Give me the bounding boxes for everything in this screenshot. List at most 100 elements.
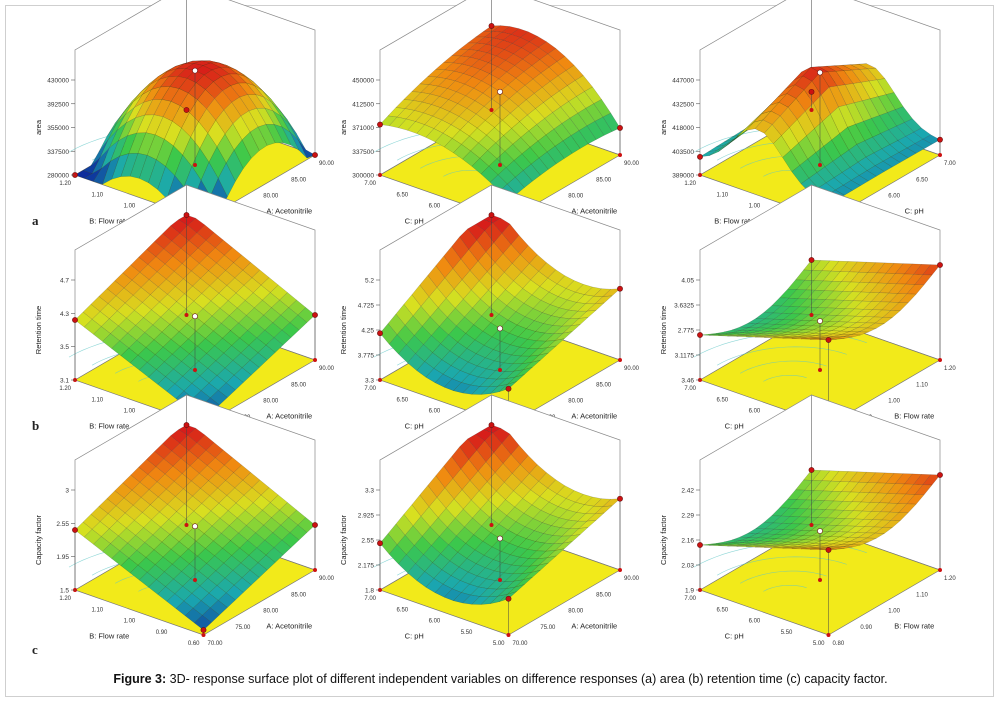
y-tick-label: 4.05 [681, 278, 694, 285]
design-point-floor [313, 153, 317, 157]
z-tick-label: 1.10 [916, 382, 928, 388]
y-tick-label: 418000 [672, 125, 694, 132]
y-tick-label: 355000 [47, 125, 69, 132]
z-tick-label: 85.00 [596, 592, 612, 598]
surface-mesh [699, 63, 941, 205]
y-tick-label: 2.42 [681, 488, 694, 495]
x-tick-label: 1.20 [684, 181, 696, 187]
caption-text: 3D- response surface plot of different i… [169, 672, 888, 686]
design-point-floor [184, 523, 189, 527]
y-tick-label: 3.3 [365, 488, 374, 495]
z-tick-label: 80.00 [568, 399, 584, 405]
design-point [377, 121, 383, 128]
design-point [488, 212, 495, 218]
y-tick-label: 2.175 [358, 563, 375, 570]
design-point [617, 125, 623, 131]
z-tick-label: 6.00 [888, 194, 900, 200]
design-point [183, 212, 190, 218]
z-axis-label: A: Acetonitrile [571, 207, 617, 216]
y-tick-label: 450000 [352, 78, 374, 85]
y-axis-label: area [34, 119, 43, 135]
design-point-floor [809, 108, 814, 112]
design-point [312, 522, 318, 528]
floor-contour [740, 360, 827, 374]
y-axis-label: area [659, 119, 668, 135]
design-point-floor [193, 163, 197, 167]
y-axis-label: Retention time [34, 306, 43, 354]
z-tick-label: 80.00 [263, 194, 279, 200]
chart-panel-c3: 1.9 2.03 2.16 2.29 2.42 Capacity factor 7.00 6.… [659, 394, 956, 647]
y-tick-label: 2.03 [681, 563, 694, 570]
surface-mesh [699, 259, 941, 341]
z-tick-label: 80.00 [263, 609, 279, 615]
design-point [808, 467, 815, 473]
design-point-floor [618, 358, 622, 362]
x-tick-label: 5.50 [461, 630, 473, 636]
design-point [192, 523, 198, 530]
z-tick-label: 75.00 [540, 625, 556, 631]
design-point-floor [193, 578, 197, 582]
x-tick-label: 1.00 [124, 409, 136, 415]
y-tick-label: 2.775 [678, 328, 695, 335]
z-tick-label: 80.00 [263, 399, 279, 405]
z-axis-label: A: Acetonitrile [571, 622, 617, 631]
design-point-floor [818, 578, 822, 582]
design-point [937, 262, 943, 268]
x-tick-label: 6.00 [429, 619, 441, 625]
floor-contour [740, 570, 827, 584]
design-point-floor [809, 523, 814, 527]
design-point [817, 528, 823, 534]
design-point-floor [506, 633, 511, 637]
design-point-floor [938, 153, 942, 157]
y-tick-label: 412500 [352, 101, 374, 108]
y-tick-label: 5.2 [365, 278, 374, 285]
design-point [377, 540, 383, 547]
y-tick-label: 337500 [352, 149, 374, 156]
y-tick-label: 1.8 [365, 588, 374, 595]
z-tick-label: 80.00 [568, 194, 584, 200]
y-axis-label: Capacity factor [659, 514, 668, 565]
design-point-floor [184, 313, 189, 317]
row-letter-c: c [32, 642, 38, 657]
design-point [937, 136, 943, 143]
x-axis-label: C: pH [405, 632, 424, 641]
figure-caption: Figure 3: 3D- response surface plot of d… [0, 672, 1001, 686]
x-axis-label: C: pH [725, 422, 744, 431]
y-axis-label: Retention time [339, 306, 348, 354]
x-tick-label: 0.60 [188, 641, 200, 647]
design-point [377, 330, 383, 337]
z-axis-label: A: Acetonitrile [266, 412, 312, 421]
x-tick-label: 1.10 [91, 397, 103, 403]
design-point [192, 67, 198, 74]
surface-mesh [379, 424, 621, 605]
design-point-floor [313, 568, 317, 572]
x-axis-label: B: Flow rate [89, 422, 129, 431]
z-axis-label: B: Flow rate [894, 412, 934, 421]
design-point-floor [618, 568, 622, 572]
design-point [200, 627, 207, 633]
design-point [808, 257, 815, 263]
design-point [497, 325, 503, 332]
z-axis-label: A: Acetonitrile [571, 412, 617, 421]
chart-panel-c1: 1.5 1.95 2.55 3 Capacity factor 1.20 1.10 1.00 0… [34, 394, 335, 647]
y-tick-label: 389000 [672, 173, 694, 180]
design-point-floor [489, 523, 494, 527]
x-tick-label: 6.00 [429, 204, 441, 210]
surface-mesh [74, 424, 316, 631]
design-point [488, 422, 495, 428]
design-point [808, 88, 815, 95]
x-axis-label: C: pH [405, 217, 424, 226]
y-tick-label: 4.725 [358, 303, 375, 310]
design-point-floor [498, 163, 502, 167]
x-tick-label: 6.00 [749, 619, 761, 625]
chart-panel-a2: 300000 337500 371000 412500 450000 area 7.00 6.… [339, 0, 640, 232]
row-letter-a: a [32, 213, 39, 228]
chart-panel-a3: 389000 403500 418000 432500 447000 area 1.20 1.… [659, 0, 956, 232]
z-tick-label: 80.00 [568, 609, 584, 615]
x-tick-label: 6.50 [396, 607, 408, 613]
z-tick-label: 90.00 [624, 366, 640, 372]
y-tick-label: 4.25 [361, 328, 374, 335]
x-tick-label: 0.90 [156, 630, 168, 636]
